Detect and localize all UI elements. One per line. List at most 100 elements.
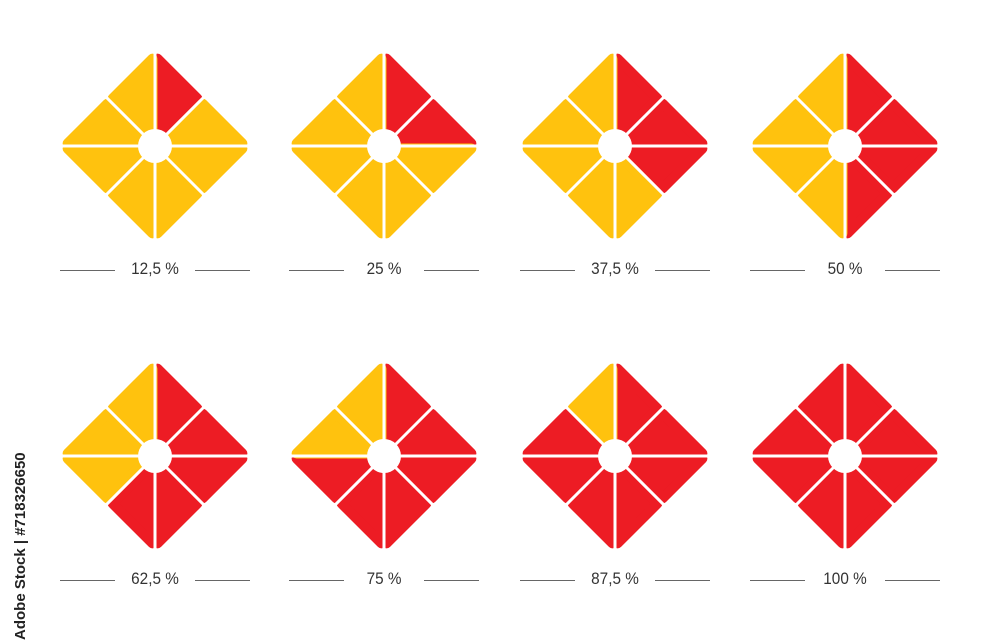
segment-filled	[157, 408, 248, 459]
segment-empty	[612, 148, 663, 239]
segment-empty	[797, 53, 848, 144]
segment-empty	[291, 98, 382, 149]
stock-credit: Adobe Stock | #718326650	[12, 452, 29, 640]
label-rule	[750, 580, 805, 581]
segment-filled	[847, 98, 938, 149]
center-hole	[828, 439, 862, 473]
segment-empty	[291, 143, 382, 194]
segment-filled	[152, 458, 203, 549]
segment-filled	[797, 458, 848, 549]
segment-empty	[381, 148, 432, 239]
segment-filled	[797, 363, 848, 454]
label-rule	[289, 270, 344, 271]
percent-label: 75 %	[366, 569, 402, 588]
label-rule	[655, 270, 710, 271]
label-rule	[60, 580, 115, 581]
segment-filled	[617, 453, 708, 504]
label-rule	[885, 270, 940, 271]
percent-label: 62,5 %	[131, 569, 179, 588]
label-rule	[520, 270, 575, 271]
segment-filled	[847, 143, 938, 194]
progress-diagram-37.5	[501, 32, 729, 260]
segment-filled	[842, 458, 893, 549]
segment-empty	[522, 143, 613, 194]
segment-empty	[107, 53, 158, 144]
segment-empty	[567, 363, 618, 454]
center-hole	[138, 129, 172, 163]
center-hole	[138, 439, 172, 473]
center-hole	[598, 129, 632, 163]
segment-empty	[567, 148, 618, 239]
percent-label: 87,5 %	[591, 569, 639, 588]
segment-filled	[617, 143, 708, 194]
segment-filled	[152, 53, 203, 144]
segment-filled	[157, 453, 248, 504]
segment-filled	[381, 53, 432, 144]
segment-empty	[152, 148, 203, 239]
segment-empty	[336, 363, 387, 454]
segment-filled	[847, 453, 938, 504]
segment-filled	[612, 53, 663, 144]
segment-filled	[617, 408, 708, 459]
segment-filled	[617, 98, 708, 149]
segment-filled	[386, 453, 477, 504]
percent-label: 25 %	[366, 259, 402, 278]
segment-filled	[381, 363, 432, 454]
segment-empty	[336, 53, 387, 144]
segment-empty	[62, 453, 153, 504]
segment-empty	[62, 143, 153, 194]
progress-diagram-50	[731, 32, 959, 260]
label-rule	[289, 580, 344, 581]
center-hole	[367, 439, 401, 473]
segment-empty	[797, 148, 848, 239]
segment-filled	[752, 408, 843, 459]
percent-label: 100 %	[823, 569, 867, 588]
segment-filled	[522, 453, 613, 504]
label-rule	[424, 270, 479, 271]
center-hole	[367, 129, 401, 163]
label-rule	[885, 580, 940, 581]
segment-filled	[612, 458, 663, 549]
segment-empty	[157, 98, 248, 149]
segment-empty	[386, 143, 477, 194]
segment-empty	[107, 148, 158, 239]
segment-filled	[567, 458, 618, 549]
segment-filled	[386, 408, 477, 459]
segment-filled	[107, 458, 158, 549]
segment-empty	[62, 408, 153, 459]
segment-empty	[62, 98, 153, 149]
segment-empty	[336, 148, 387, 239]
progress-diagram-100	[731, 342, 959, 570]
segment-empty	[107, 363, 158, 454]
progress-diagram-62.5	[41, 342, 269, 570]
segment-filled	[842, 53, 893, 144]
label-rule	[60, 270, 115, 271]
progress-diagram-87.5	[501, 342, 729, 570]
segment-filled	[291, 453, 382, 504]
segment-filled	[522, 408, 613, 459]
segment-empty	[752, 143, 843, 194]
label-rule	[655, 580, 710, 581]
segment-filled	[752, 453, 843, 504]
segment-filled	[336, 458, 387, 549]
label-rule	[424, 580, 479, 581]
segment-filled	[847, 408, 938, 459]
segment-filled	[381, 458, 432, 549]
label-rule	[195, 270, 250, 271]
progress-diagram-75	[270, 342, 498, 570]
segment-filled	[842, 148, 893, 239]
segment-empty	[291, 408, 382, 459]
segment-empty	[522, 98, 613, 149]
label-rule	[520, 580, 575, 581]
progress-diagram-25	[270, 32, 498, 260]
segment-filled	[386, 98, 477, 149]
segment-empty	[567, 53, 618, 144]
progress-diagram-12.5	[41, 32, 269, 260]
percent-label: 37,5 %	[591, 259, 639, 278]
segment-empty	[157, 143, 248, 194]
label-rule	[750, 270, 805, 271]
center-hole	[828, 129, 862, 163]
segment-filled	[152, 363, 203, 454]
percent-label: 12,5 %	[131, 259, 179, 278]
